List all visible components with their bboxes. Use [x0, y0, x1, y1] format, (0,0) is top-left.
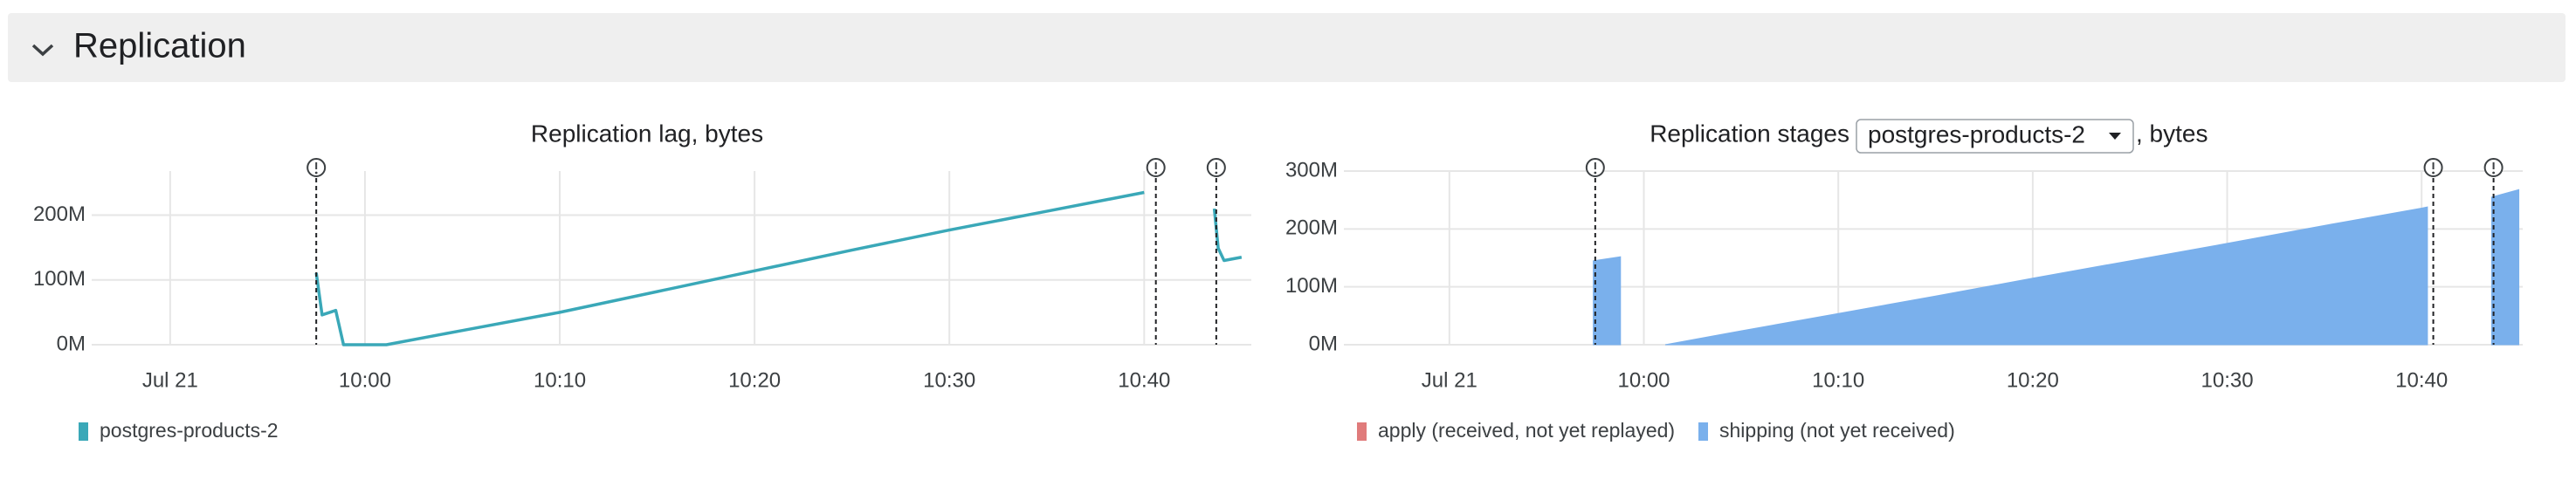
y-tick-label: 200M — [33, 202, 86, 226]
x-tick-label: 10:10 — [1812, 368, 1864, 392]
event-icon-dot — [2432, 171, 2435, 175]
event-icon-dot — [1154, 171, 1158, 175]
event-icon-dot — [1594, 171, 1597, 175]
y-tick-label: 100M — [33, 267, 86, 291]
series-selector[interactable] — [1856, 119, 2134, 154]
y-tick-label: 100M — [1285, 274, 1338, 298]
x-tick-label: 10:20 — [2007, 368, 2059, 392]
x-tick-label: Jul 21 — [142, 368, 198, 392]
legend-label[interactable]: postgres-products-2 — [100, 419, 279, 442]
x-tick-label: 10:00 — [1617, 368, 1670, 392]
y-tick-label: 0M — [57, 332, 86, 355]
chart-title-suffix: , bytes — [2136, 120, 2208, 147]
event-icon-dot — [314, 171, 318, 175]
x-tick-label: 10:40 — [2395, 368, 2448, 392]
selector-caret — [2109, 133, 2121, 140]
chart-title: Replication lag, bytes — [531, 120, 763, 147]
legend-swatch[interactable] — [1698, 422, 1708, 441]
legend-swatch[interactable] — [1357, 422, 1367, 441]
x-tick-label: 10:00 — [339, 368, 391, 392]
y-tick-label: 200M — [1285, 216, 1338, 240]
selector-value: postgres-products-2 — [1868, 120, 2085, 147]
chevron[interactable] — [31, 44, 54, 57]
legend-label[interactable]: apply (received, not yet replayed) — [1378, 419, 1675, 442]
section-header[interactable] — [8, 13, 2566, 82]
y-tick-label: 0M — [1309, 332, 1338, 355]
legend-label[interactable]: shipping (not yet received) — [1719, 419, 1955, 442]
x-tick-label: 10:10 — [534, 368, 586, 392]
x-tick-label: 10:40 — [1118, 368, 1170, 392]
x-tick-label: 10:20 — [728, 368, 781, 392]
section-title: Replication — [73, 27, 246, 65]
legend-swatch[interactable] — [79, 422, 88, 441]
x-tick-label: 10:30 — [923, 368, 975, 392]
x-tick-label: Jul 21 — [1422, 368, 1477, 392]
x-tick-label: 10:30 — [2201, 368, 2254, 392]
y-tick-label: 300M — [1285, 158, 1338, 182]
event-icon-dot — [2492, 171, 2495, 175]
area — [1593, 189, 2520, 346]
chart-title: Replication stages — [1650, 120, 1849, 147]
event-icon-dot — [1215, 171, 1218, 175]
